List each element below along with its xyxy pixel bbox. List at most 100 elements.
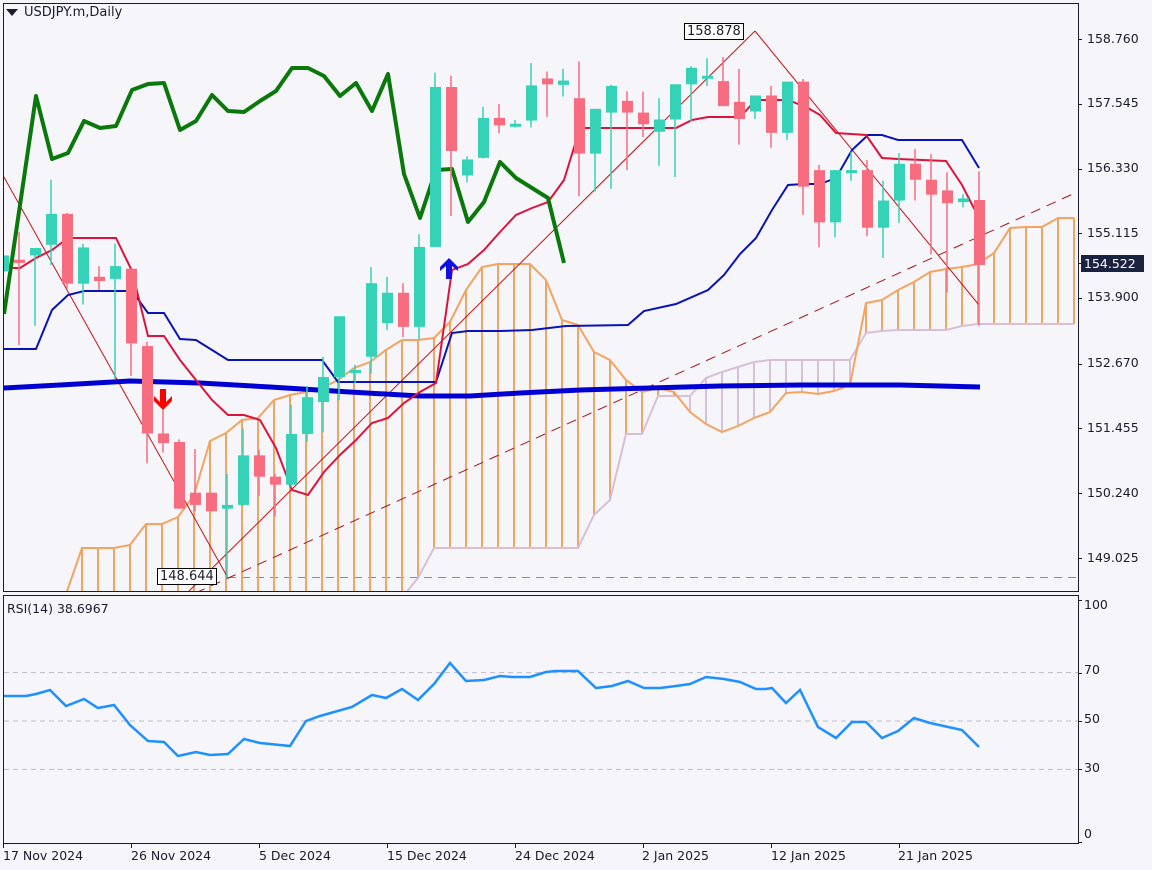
candle[interactable]: [590, 108, 601, 192]
candle[interactable]: [622, 91, 633, 171]
time-tick: 2 Jan 2025: [642, 848, 709, 863]
candle[interactable]: [126, 268, 137, 376]
candle[interactable]: [238, 428, 249, 506]
candle[interactable]: [606, 84, 617, 189]
candle[interactable]: [814, 164, 825, 248]
candle[interactable]: [414, 234, 425, 340]
candle[interactable]: [222, 474, 233, 579]
candle[interactable]: [350, 364, 361, 384]
swing-low-label: 148.644: [157, 568, 217, 585]
candle[interactable]: [206, 492, 217, 512]
price-tick: 155.115: [1087, 225, 1139, 240]
main-pane-frame: [3, 3, 1079, 592]
buy-arrow-icon: [440, 258, 458, 279]
candle[interactable]: [574, 61, 585, 197]
candle[interactable]: [46, 179, 57, 266]
time-tick: 21 Jan 2025: [898, 848, 973, 863]
candle[interactable]: [0, 253, 9, 322]
candle[interactable]: [398, 283, 409, 338]
candle[interactable]: [510, 120, 521, 128]
candle[interactable]: [78, 243, 89, 305]
candle[interactable]: [318, 356, 329, 433]
price-tick: 149.025: [1087, 550, 1139, 565]
chikou-span-line: [4, 66, 566, 315]
price-tick: 150.240: [1087, 485, 1139, 500]
time-tick: 15 Dec 2024: [387, 848, 467, 863]
candle[interactable]: [158, 410, 169, 453]
price-tick: 156.330: [1087, 160, 1139, 175]
candle[interactable]: [270, 474, 281, 517]
candle[interactable]: [62, 212, 73, 289]
candle[interactable]: [638, 91, 649, 138]
candle[interactable]: [334, 316, 345, 401]
candle[interactable]: [750, 95, 761, 119]
candle[interactable]: [286, 404, 297, 488]
candle[interactable]: [14, 231, 25, 345]
candle[interactable]: [830, 170, 841, 238]
candle[interactable]: [174, 439, 185, 509]
candle[interactable]: [478, 106, 489, 159]
chart-title[interactable]: USDJPY.m,Daily: [6, 5, 122, 20]
candle[interactable]: [942, 172, 953, 293]
time-tick: 17 Nov 2024: [3, 848, 84, 863]
rsi-plot: [4, 661, 1078, 770]
candle[interactable]: [926, 154, 937, 255]
candle[interactable]: [462, 156, 473, 183]
candle[interactable]: [382, 276, 393, 331]
candle[interactable]: [862, 160, 873, 237]
candle[interactable]: [894, 153, 905, 223]
symbol-title: USDJPY.m,Daily: [24, 5, 123, 20]
rsi-title: RSI(14) 38.6967: [7, 601, 109, 616]
candle[interactable]: [30, 247, 41, 326]
current-price-label: 154.522: [1081, 255, 1144, 272]
candle[interactable]: [958, 194, 969, 208]
candle[interactable]: [910, 148, 921, 201]
candle[interactable]: [94, 266, 105, 291]
candle[interactable]: [670, 84, 681, 178]
moving-average-line: [4, 378, 981, 399]
candle[interactable]: [718, 57, 729, 107]
candle[interactable]: [254, 450, 265, 496]
candle[interactable]: [878, 180, 889, 259]
candle[interactable]: [686, 66, 697, 123]
candle[interactable]: [734, 68, 745, 145]
candle[interactable]: [782, 81, 793, 140]
tenkan-sen-line: [4, 99, 980, 497]
triangle-down-icon[interactable]: [6, 9, 18, 16]
candle[interactable]: [142, 341, 153, 464]
candle[interactable]: [542, 71, 553, 117]
swing-high-label: 158.878: [684, 23, 744, 40]
rsi-tick: 30: [1084, 760, 1100, 775]
channel-line[interactable]: [180, 192, 1076, 600]
candle[interactable]: [974, 171, 985, 326]
candle[interactable]: [366, 267, 377, 374]
candle[interactable]: [446, 75, 457, 216]
senkou-span-a-line: [66, 217, 1074, 591]
candle[interactable]: [494, 104, 505, 134]
candle[interactable]: [110, 243, 121, 380]
rsi-pane-frame: [3, 595, 1079, 844]
candle[interactable]: [190, 448, 201, 512]
candle[interactable]: [558, 68, 569, 97]
price-tick: 158.760: [1087, 31, 1139, 46]
rsi-tick: 70: [1084, 662, 1100, 677]
candle[interactable]: [302, 386, 313, 443]
trend-line[interactable]: [0, 170, 229, 579]
candle[interactable]: [430, 72, 441, 247]
trend-line[interactable]: [180, 30, 756, 600]
time-tick: 12 Jan 2025: [771, 848, 846, 863]
candle[interactable]: [526, 62, 537, 128]
rsi-tick: 100: [1084, 597, 1108, 612]
candle[interactable]: [654, 98, 665, 166]
price-tick: 153.900: [1087, 289, 1139, 304]
candle[interactable]: [766, 85, 777, 148]
sell-arrow-icon: [154, 389, 172, 410]
rsi-tick: 50: [1084, 711, 1100, 726]
candle[interactable]: [846, 151, 857, 181]
candle[interactable]: [702, 58, 713, 86]
price-tick: 151.455: [1087, 420, 1139, 435]
candle[interactable]: [798, 78, 809, 215]
price-plot: [0, 30, 1078, 600]
price-tick: 157.545: [1087, 95, 1139, 110]
